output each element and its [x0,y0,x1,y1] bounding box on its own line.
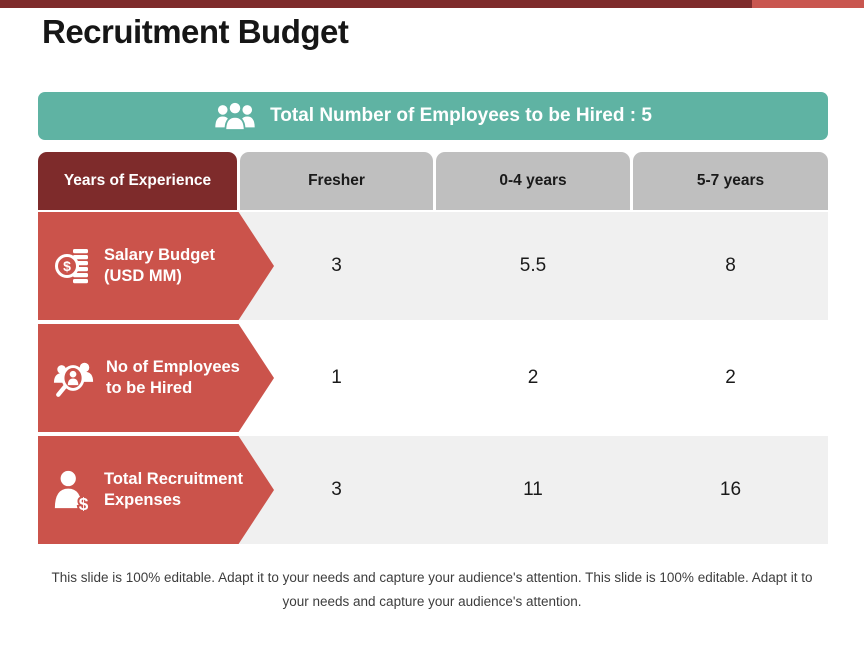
cell-expenses-fresher: 3 [331,479,342,500]
row-label-arrow: $ Salary Budget (USD MM) [38,212,274,320]
cell-salary-0-4: 5.5 [519,255,547,276]
row-label-line1: No of Employees [106,358,240,377]
row-label-line2: (USD MM) [104,267,182,285]
page-title: Recruitment Budget [42,13,349,50]
header-years-of-experience: Years of Experience [38,152,237,210]
row-label: No of Employees to be Hired [106,357,240,398]
svg-text:$: $ [63,258,71,274]
header-5-7-years: 5-7 years [633,152,828,210]
svg-text:$: $ [79,494,89,511]
money-coins-icon: $ [53,246,93,286]
top-bar-red-accent [752,0,864,8]
header-0-4-years: 0-4 years [436,152,630,210]
table-row-recruitment-expenses: $ Total Recruitment Expenses 3 11 16 [38,436,828,544]
row-label-line1: Total Recruitment [104,470,244,489]
row-label-arrow: No of Employees to be Hired [38,324,274,432]
editable-disclaimer: This slide is 100% editable. Adapt it to… [42,566,822,614]
candidate-search-icon [53,357,95,399]
person-dollar-icon: $ [53,469,93,511]
row-label-arrow: $ Total Recruitment Expenses [38,436,274,544]
cell-employees-fresher: 1 [331,367,342,388]
table-row-employees-hired: No of Employees to be Hired 1 2 2 [38,324,828,432]
row-label-line2: to be Hired [106,379,193,397]
table-row-salary-budget: $ Salary Budget (USD MM) 3 5.5 8 [38,212,828,320]
cell-expenses-5-7: 16 [719,479,742,500]
banner-text: Total Number of Employees to be Hired : … [270,105,652,126]
header-fresher: Fresher [240,152,433,210]
disclaimer-line1: This slide is 100% editable. Adapt it to… [51,570,813,585]
row-label: Salary Budget (USD MM) [104,245,215,286]
disclaimer-line2: your needs and capture your audience's a… [282,594,582,609]
top-bar-maroon [0,0,752,8]
row-label: Total Recruitment Expenses [104,469,243,510]
cell-employees-5-7: 2 [725,367,736,388]
total-employees-banner: Total Number of Employees to be Hired : … [38,92,828,140]
cell-salary-fresher: 3 [331,255,342,276]
cell-salary-5-7: 8 [725,255,736,276]
row-label-line2: Expenses [104,491,182,509]
cell-expenses-0-4: 11 [523,479,543,500]
cell-employees-0-4: 2 [527,367,539,388]
row-label-line1: Salary Budget [104,246,215,265]
people-group-icon [214,100,256,132]
